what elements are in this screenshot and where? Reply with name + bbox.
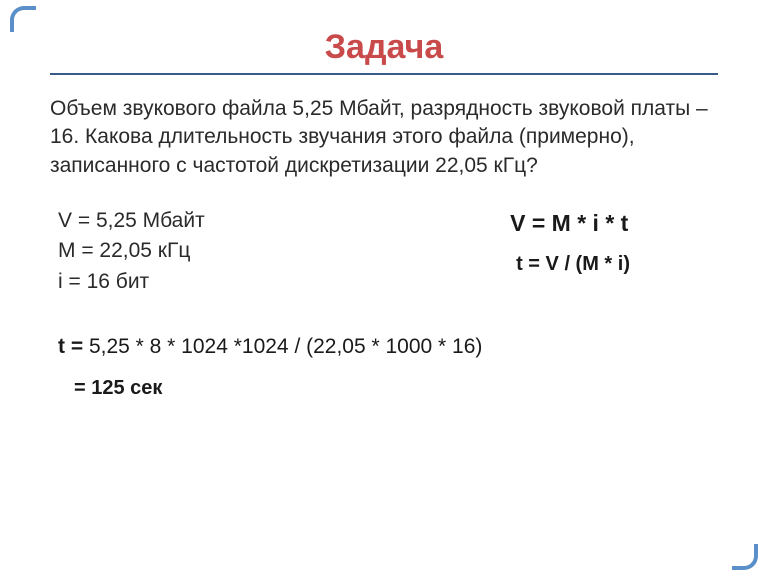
formulas-block: V = M * i * t t = V / (M * i) (510, 206, 718, 276)
calc-prefix: t = (58, 335, 89, 358)
corner-top-left (10, 6, 36, 32)
givens-values: V = 5,25 Мбайт M = 22,05 кГц i = 16 бит (50, 206, 205, 297)
result-line: = 125 сек (50, 377, 718, 400)
title-underline (50, 73, 718, 75)
corner-bottom-right (732, 544, 758, 570)
given-volume: V = 5,25 Мбайт (58, 206, 205, 236)
formula-main: V = M * i * t (510, 210, 630, 237)
calc-body: 5,25 * 8 * 1024 *1024 / (22,05 * 1000 * … (89, 335, 482, 358)
slide-frame: Задача Объем звукового файла 5,25 Мбайт,… (0, 0, 768, 576)
given-frequency: M = 22,05 кГц (58, 236, 205, 266)
calculation-line: t = 5,25 * 8 * 1024 *1024 / (22,05 * 100… (50, 335, 718, 359)
formula-derived: t = V / (M * i) (510, 253, 630, 276)
given-bitdepth: i = 16 бит (58, 267, 205, 297)
slide-title: Задача (50, 28, 718, 67)
givens-row: V = 5,25 Мбайт M = 22,05 кГц i = 16 бит … (50, 206, 718, 297)
problem-statement: Объем звукового файла 5,25 Мбайт, разряд… (50, 95, 718, 180)
